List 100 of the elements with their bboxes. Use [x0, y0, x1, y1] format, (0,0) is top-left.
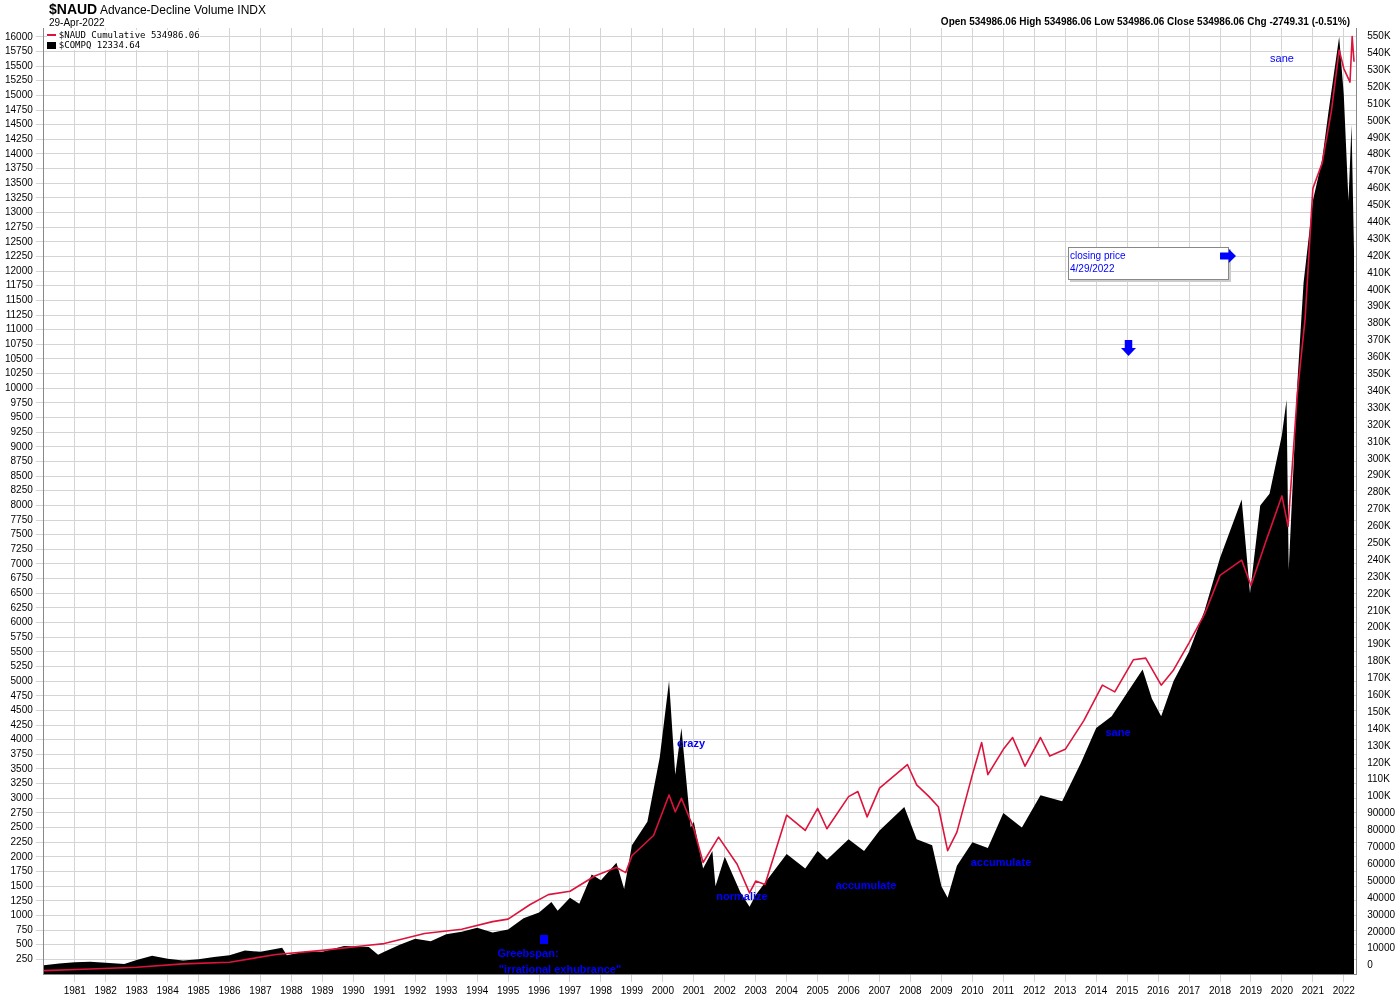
- y-tick-label: 3000: [10, 792, 34, 804]
- y2-tick-label: 50000: [1367, 874, 1396, 886]
- annotation: accumulate: [970, 856, 1032, 868]
- y-tick-label: 1000: [10, 909, 34, 921]
- y2-tick-label: 30000: [1367, 908, 1396, 920]
- y2-tick-label: 250K: [1367, 536, 1391, 548]
- y2-tick-label: 70000: [1367, 841, 1396, 853]
- y2-tick-label: 130K: [1367, 739, 1391, 751]
- y-tick-label: 13250: [5, 191, 34, 203]
- y-tick-label: 2750: [10, 806, 34, 818]
- y2-tick-label: 40000: [1367, 891, 1396, 903]
- y-tick-label: 6000: [10, 616, 34, 628]
- y-tick-label: 13000: [5, 206, 34, 218]
- x-tick-label: 2022: [1332, 984, 1356, 996]
- y-tick-label: 8250: [10, 484, 34, 496]
- chart-subtitle: 29-Apr-2022: [49, 17, 105, 28]
- y2-tick-label: 160K: [1367, 689, 1391, 701]
- x-tick-label: 2001: [682, 984, 706, 996]
- y-tick-label: 8000: [10, 499, 34, 511]
- y-tick-label: 15750: [5, 45, 34, 57]
- y2-tick-label: 470K: [1367, 165, 1391, 177]
- y-tick-label: 5250: [10, 660, 34, 672]
- x-tick-label: 1993: [435, 984, 458, 996]
- x-tick-label: 1981: [63, 984, 87, 996]
- y-tick-label: 8500: [10, 469, 34, 481]
- y2-tick-label: 10000: [1367, 942, 1396, 954]
- y-tick-label: 12750: [5, 220, 34, 232]
- y-tick-label: 5750: [10, 630, 34, 642]
- y2-tick-label: 240K: [1367, 553, 1391, 565]
- y-tick-label: 14000: [5, 147, 34, 159]
- y-tick-label: 250: [16, 953, 34, 965]
- x-tick-label: 2014: [1085, 984, 1108, 996]
- y-tick-label: 9000: [10, 440, 34, 452]
- y2-tick-label: 420K: [1367, 249, 1391, 261]
- y-tick-label: 6750: [10, 572, 34, 584]
- y-tick-label: 2000: [10, 850, 34, 862]
- y-tick-label: 12250: [5, 250, 34, 262]
- y2-tick-label: 260K: [1367, 520, 1391, 532]
- y2-tick-label: 440K: [1367, 216, 1391, 228]
- y2-tick-label: 330K: [1367, 401, 1391, 413]
- x-tick-label: 2021: [1301, 984, 1325, 996]
- x-tick-label: 2003: [744, 984, 768, 996]
- y-tick-label: 15250: [5, 74, 34, 86]
- y-tick-label: 6500: [10, 587, 34, 599]
- y-tick-label: 500: [16, 938, 34, 950]
- x-tick-label: 2011: [992, 984, 1015, 996]
- y-tick-label: 11500: [5, 294, 34, 306]
- x-tick-label: 1982: [94, 984, 118, 996]
- y2-tick-label: 200K: [1367, 621, 1391, 633]
- y-tick-label: 10000: [5, 381, 34, 393]
- x-tick-label: 1987: [249, 984, 273, 996]
- x-tick-label: 2002: [713, 984, 737, 996]
- x-tick-label: 2009: [930, 984, 953, 996]
- y-tick-label: 11750: [5, 279, 34, 291]
- x-tick-label: 1998: [589, 984, 613, 996]
- y-tick-label: 11000: [5, 323, 34, 335]
- y-tick-label: 3500: [10, 762, 34, 774]
- y2-tick-label: 450K: [1367, 199, 1391, 211]
- y2-tick-label: 280K: [1367, 486, 1391, 498]
- callout-box: closing price 4/29/2022: [1068, 247, 1229, 280]
- y2-tick-label: 60000: [1367, 857, 1396, 869]
- y-tick-label: 4250: [10, 718, 34, 730]
- y-tick-label: 12000: [5, 264, 34, 276]
- y-tick-label: 3750: [10, 748, 34, 760]
- y2-tick-label: 210K: [1367, 604, 1391, 616]
- chart-title: $NAUD Advance-Decline Volume INDX: [49, 1, 266, 17]
- y2-tick-label: 550K: [1367, 30, 1391, 42]
- y2-tick-label: 530K: [1367, 63, 1391, 75]
- x-tick-label: 2012: [1023, 984, 1046, 996]
- x-tick-label: 1997: [558, 984, 582, 996]
- y2-tick-label: 20000: [1367, 925, 1396, 937]
- y2-tick-label: 0: [1367, 959, 1374, 971]
- y2-tick-label: 460K: [1367, 182, 1391, 194]
- y-tick-label: 10500: [5, 352, 34, 364]
- y-tick-label: 1250: [10, 894, 34, 906]
- y2-tick-label: 410K: [1367, 266, 1391, 278]
- y2-tick-label: 300K: [1367, 452, 1391, 464]
- y-tick-label: 4500: [10, 704, 34, 716]
- y2-tick-label: 370K: [1367, 334, 1391, 346]
- y2-tick-label: 400K: [1367, 283, 1391, 295]
- y2-tick-label: 540K: [1367, 47, 1391, 59]
- y-tick-label: 6250: [10, 601, 34, 613]
- x-tick-label: 2006: [837, 984, 861, 996]
- legend-label: $NAUD Cumulative 534986.06: [58, 30, 200, 40]
- y2-tick-label: 350K: [1367, 368, 1391, 380]
- y-tick-label: 2250: [10, 835, 34, 847]
- x-tick-label: 1995: [496, 984, 520, 996]
- x-tick-label: 1992: [404, 984, 427, 996]
- y-tick-label: 750: [16, 923, 34, 935]
- y-tick-label: 14500: [5, 118, 34, 130]
- x-tick-label: 2019: [1239, 984, 1263, 996]
- y2-tick-label: 310K: [1367, 435, 1391, 447]
- y2-tick-label: 180K: [1367, 655, 1391, 667]
- x-tick-label: 1988: [280, 984, 303, 996]
- y2-tick-label: 340K: [1367, 384, 1391, 396]
- annotation: Greebspan:: [497, 947, 559, 959]
- y-tick-label: 4000: [10, 733, 34, 745]
- y-tick-label: 11250: [5, 308, 34, 320]
- x-tick-label: 2010: [961, 984, 984, 996]
- x-tick-label: 1984: [156, 984, 180, 996]
